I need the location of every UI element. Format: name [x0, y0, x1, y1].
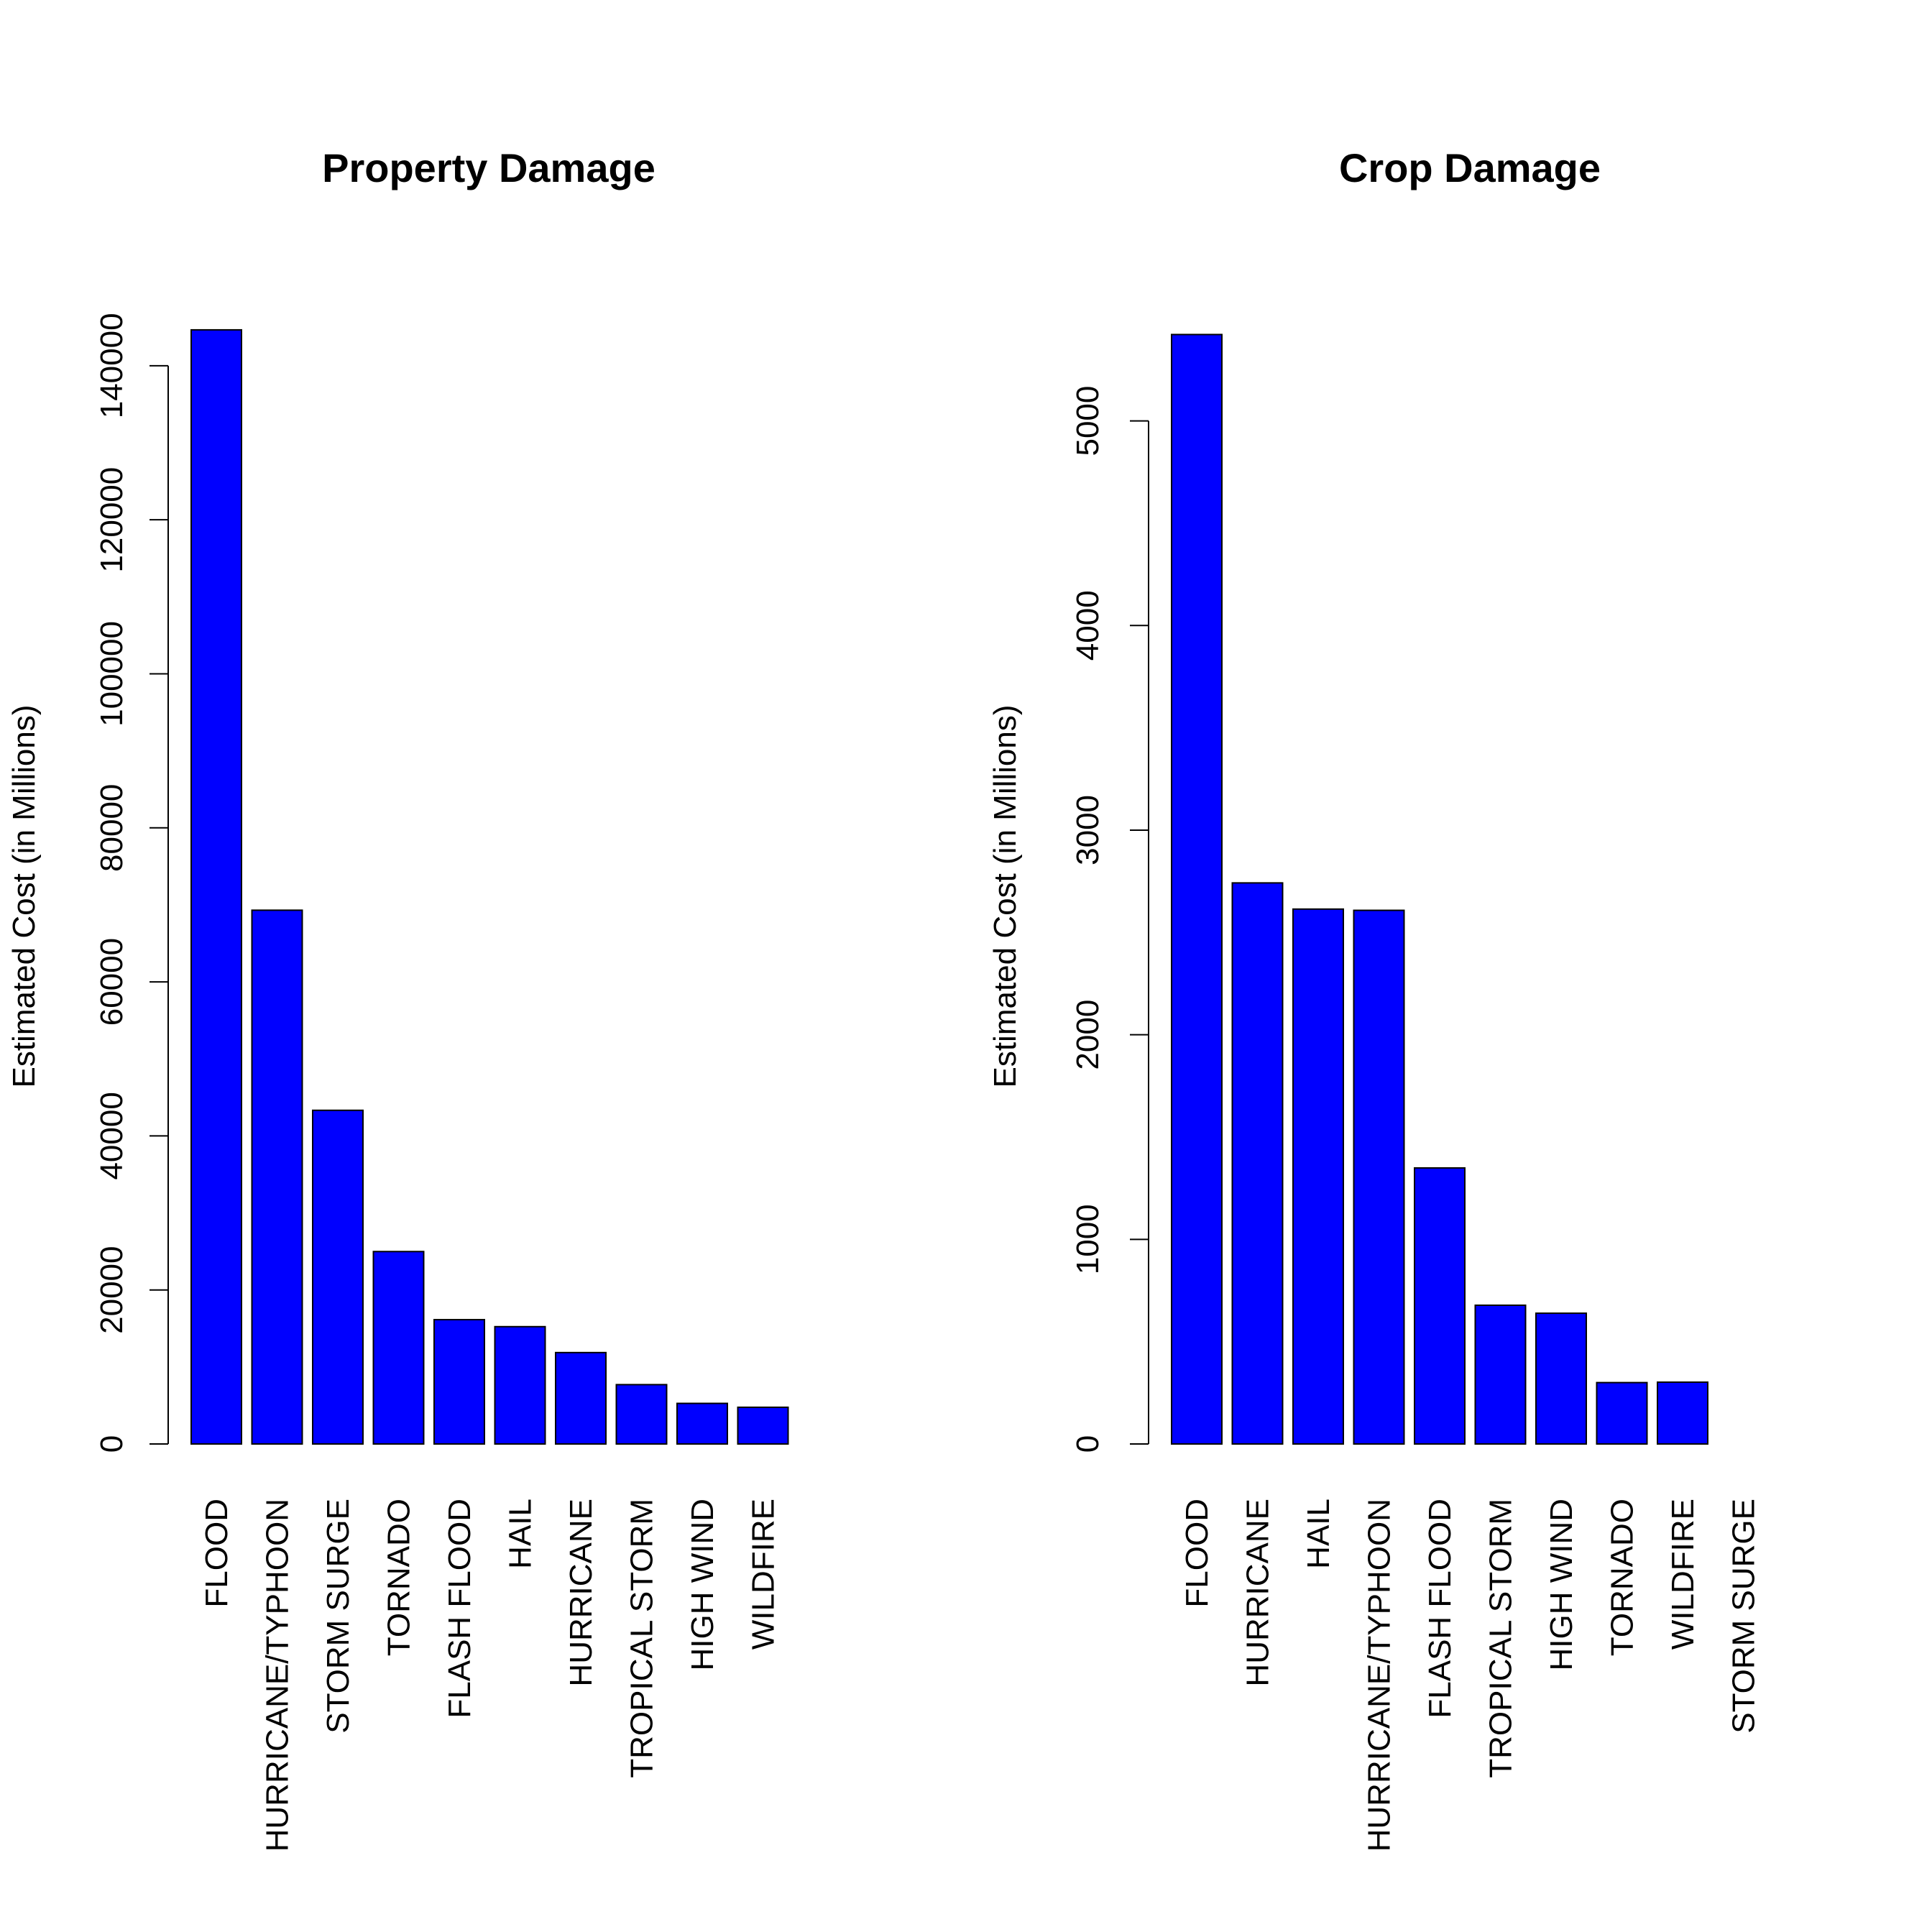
property-damage-y-tick-label: 140000: [94, 313, 129, 418]
property-damage-bar: [494, 1325, 546, 1445]
crop-damage-y-tick-label: 3000: [1070, 795, 1105, 865]
crop-damage-category-label: HAIL: [1301, 1499, 1336, 1569]
property-damage-category-label: FLASH FLOOD: [442, 1499, 477, 1719]
property-damage-y-tick-label: 60000: [94, 938, 129, 1026]
crop-damage-y-tick-label: 5000: [1070, 386, 1105, 456]
property-damage-bar: [615, 1384, 668, 1445]
property-damage-category-label: STORM SURGE: [321, 1499, 356, 1734]
crop-damage-bar: [1171, 334, 1223, 1445]
crop-damage-title: Crop Damage: [1339, 145, 1601, 190]
property-damage-bar: [190, 328, 242, 1445]
crop-damage-category-label: TROPICAL STORM: [1484, 1499, 1519, 1778]
property-damage-panel: Property Damage Estimated Cost (in Milli…: [6, 145, 789, 1852]
property-damage-bar: [676, 1402, 728, 1445]
crop-damage-category-label: HURRICANE/TYPHOON: [1362, 1499, 1397, 1852]
property-damage-category-label: HURRICANE/TYPHOON: [260, 1499, 295, 1852]
crop-damage-category-label: HURRICANE: [1241, 1499, 1276, 1687]
property-damage-bar: [251, 909, 303, 1445]
crop-damage-bar: [1353, 909, 1405, 1445]
crop-damage-bar: [1231, 882, 1284, 1445]
property-damage-category-label: HAIL: [503, 1499, 538, 1569]
property-damage-category-label: WILDFIRE: [746, 1499, 781, 1650]
property-damage-category-label: HIGH WIND: [685, 1499, 720, 1671]
crop-damage-bar: [1535, 1312, 1587, 1445]
property-damage-y-axis-title: Estimated Cost (in Millions): [6, 704, 42, 1087]
crop-damage-category-label: STORM SURGE: [1726, 1499, 1762, 1734]
property-damage-y-tick-label: 80000: [94, 784, 129, 872]
crop-damage-bar: [1292, 908, 1344, 1445]
property-damage-category-label: TORNADO: [382, 1499, 417, 1656]
crop-damage-y-tick-label: 2000: [1070, 1000, 1105, 1070]
crop-damage-y-tick-label: 0: [1070, 1435, 1105, 1453]
crop-damage-category-label: TORNADO: [1605, 1499, 1640, 1656]
property-damage-y-tick-label: 40000: [94, 1092, 129, 1179]
crop-damage-category-label: FLOOD: [1179, 1499, 1215, 1608]
crop-damage-y-tick-label: 4000: [1070, 590, 1105, 661]
crop-damage-category-label: FLASH FLOOD: [1422, 1499, 1458, 1719]
crop-damage-y-axis-title: Estimated Cost (in Millions): [988, 704, 1023, 1087]
property-damage-category-label: TROPICAL STORM: [625, 1499, 660, 1778]
property-damage-y-tick-label: 100000: [94, 621, 129, 727]
crop-damage-bar: [1414, 1167, 1466, 1445]
crop-damage-bar: [1596, 1381, 1648, 1445]
property-damage-category-label: HURRICANE: [564, 1499, 599, 1687]
property-damage-y-tick-label: 120000: [94, 467, 129, 573]
property-damage-bar: [737, 1406, 789, 1445]
crop-damage-bar: [1657, 1381, 1708, 1445]
property-damage-category-label: FLOOD: [199, 1499, 234, 1608]
crop-damage-category-label: HIGH WIND: [1544, 1499, 1579, 1671]
property-damage-y-tick-label: 0: [94, 1435, 129, 1453]
property-damage-y-tick-label: 20000: [94, 1246, 129, 1334]
crop-damage-y-tick-label: 1000: [1070, 1204, 1105, 1274]
property-damage-bar: [372, 1251, 425, 1445]
crop-damage-category-label: WILDFIRE: [1665, 1499, 1701, 1650]
property-damage-bar: [312, 1109, 364, 1445]
property-damage-title: Property Damage: [322, 145, 656, 190]
property-damage-bar: [555, 1351, 607, 1445]
crop-damage-bar: [1474, 1304, 1527, 1445]
property-damage-bar: [433, 1319, 485, 1445]
crop-damage-panel: Crop Damage Estimated Cost (in Millions)…: [988, 145, 1762, 1852]
